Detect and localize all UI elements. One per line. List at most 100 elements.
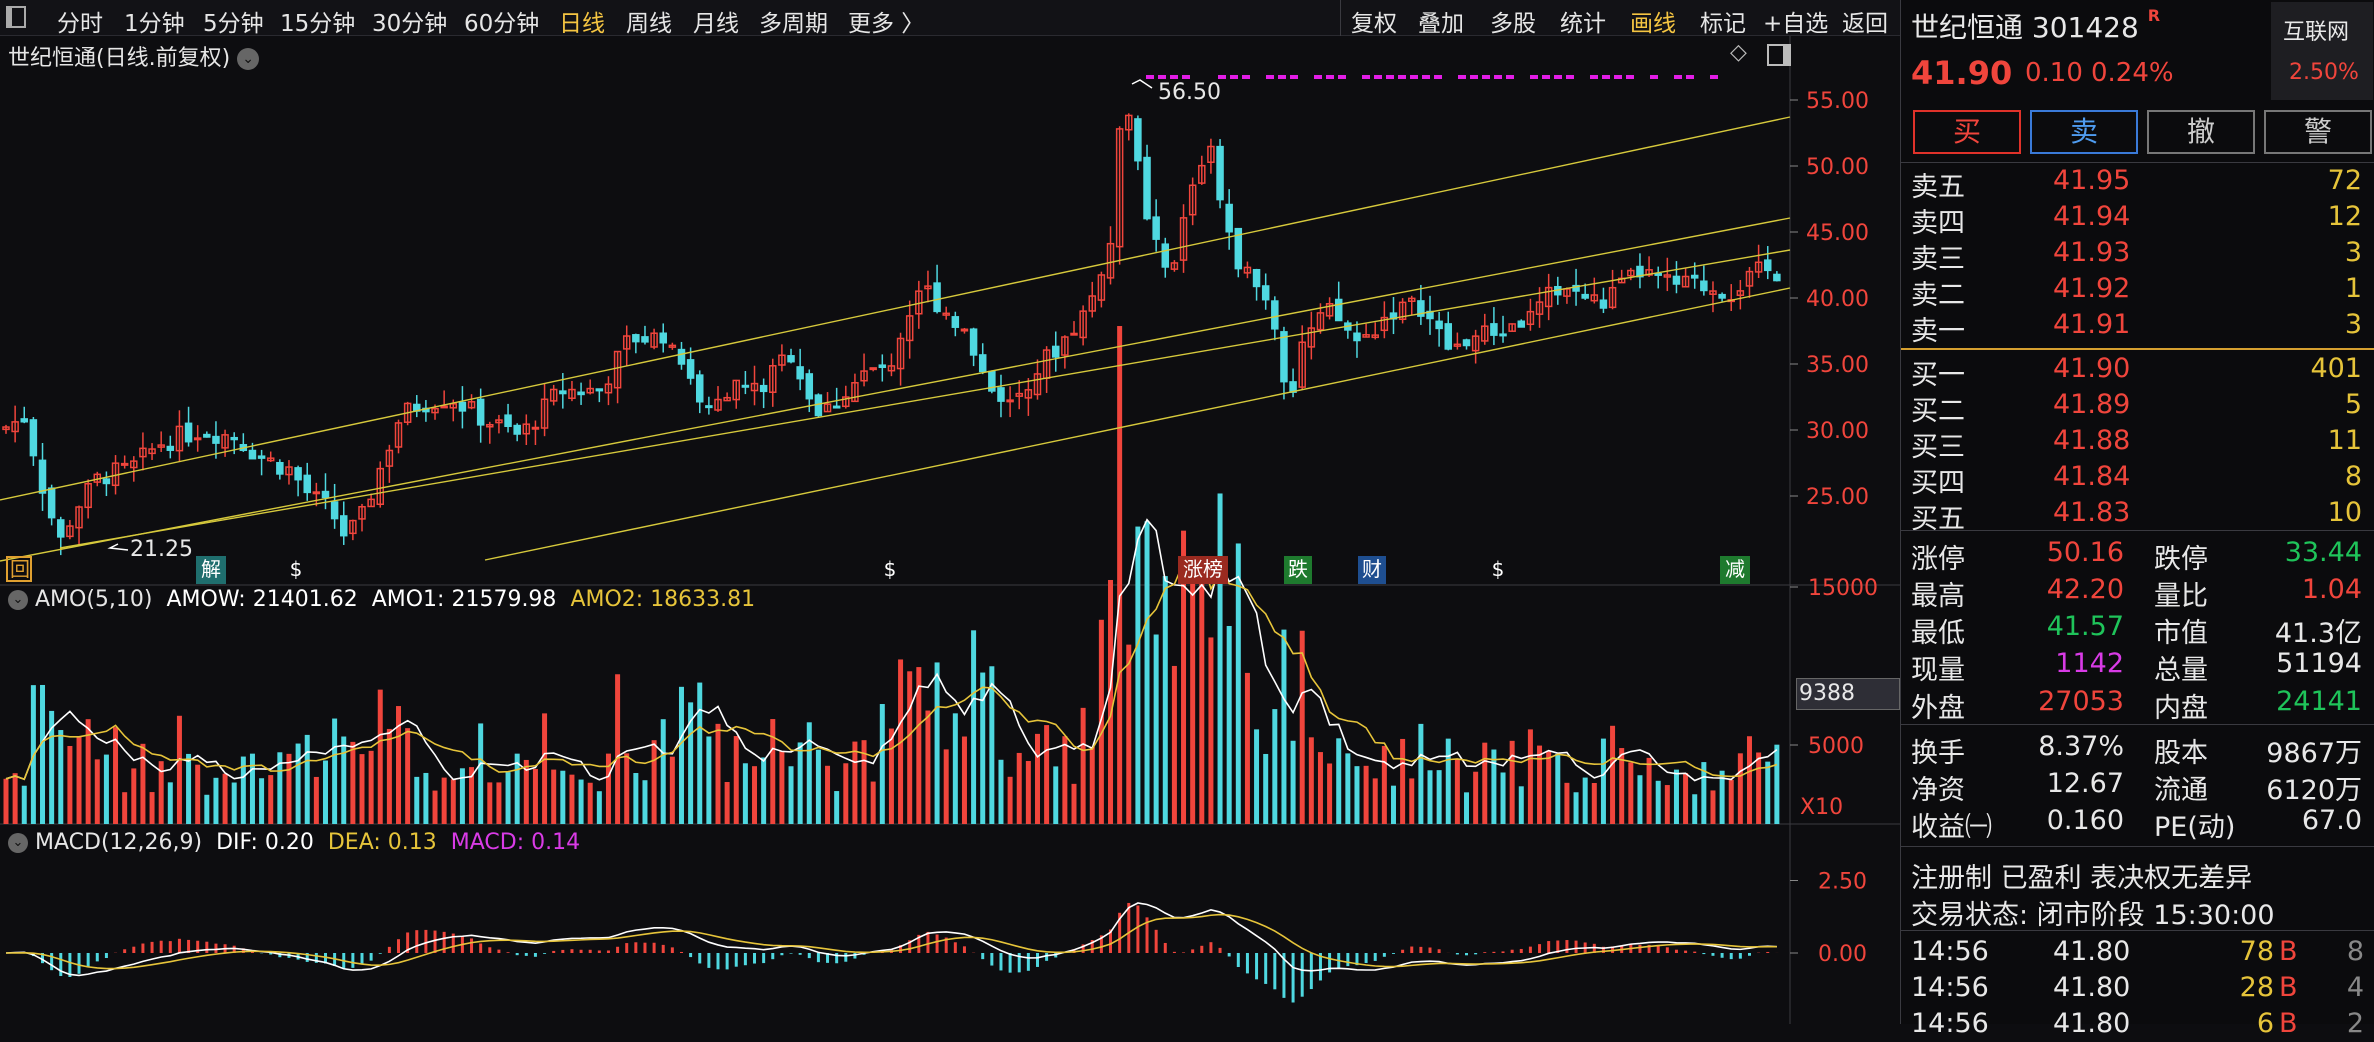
candle-body <box>568 388 576 400</box>
candle-body <box>1700 280 1708 292</box>
draw-line-button[interactable]: 画线 <box>1630 11 1676 37</box>
tab-60min[interactable]: 60分钟 <box>464 11 540 37</box>
candle-body <box>230 436 238 441</box>
volume-bar <box>1290 740 1296 824</box>
tab-fenshi[interactable]: 分时 <box>57 11 103 37</box>
sell-button[interactable]: 卖 <box>2030 110 2138 154</box>
candle-body <box>586 387 594 394</box>
tab-more[interactable]: 更多 〉 <box>848 11 925 37</box>
fuquan-button[interactable]: 复权 <box>1351 11 1397 37</box>
event-marker-die[interactable]: 跌 <box>1284 556 1312 584</box>
add-watchlist-button[interactable]: +自选 <box>1763 11 1829 37</box>
volume-bar <box>1244 672 1250 824</box>
window-icon[interactable] <box>6 6 26 28</box>
diamond-icon[interactable]: ◇ <box>1730 40 1747 65</box>
amo-legend: ⌄ AMO(5,10) AMOW: 21401.62 AMO1: 21579.9… <box>8 587 755 612</box>
volume-bar <box>870 781 876 824</box>
volume-bar <box>1628 762 1634 824</box>
candle-body <box>814 394 823 417</box>
volume-bar <box>149 792 155 824</box>
event-marker-dollar-2[interactable]: $ <box>883 557 897 581</box>
signal-dot <box>1686 75 1694 79</box>
candle-body <box>221 434 229 449</box>
volume-bar <box>1637 775 1643 824</box>
event-marker-hui[interactable]: 回 <box>6 556 32 582</box>
cancel-order-button[interactable]: 撤 <box>2147 110 2255 154</box>
event-marker-jian[interactable]: 减 <box>1720 556 1750 584</box>
tab-multi-period[interactable]: 多周期 <box>759 11 828 37</box>
tab-weekly[interactable]: 周线 <box>626 11 672 37</box>
alert-button[interactable]: 警 <box>2264 110 2372 154</box>
candle-body <box>148 448 156 455</box>
volume-bar <box>1199 583 1205 824</box>
event-marker-dollar-1[interactable]: $ <box>289 557 303 581</box>
volume-bar <box>688 702 694 824</box>
buy-button[interactable]: 买 <box>1913 110 2021 154</box>
candle-body <box>385 449 394 467</box>
volume-bar <box>779 750 785 824</box>
volume-bar <box>1664 785 1670 824</box>
signal-dot <box>1530 75 1538 79</box>
tab-monthly[interactable]: 月线 <box>693 11 739 37</box>
trend-channel-line <box>0 116 1791 501</box>
signal-dot <box>1542 75 1550 79</box>
statistics-button[interactable]: 统计 <box>1560 11 1606 37</box>
chevron-down-icon[interactable]: ⌄ <box>8 590 28 610</box>
volume-bar <box>359 754 365 824</box>
candle-body <box>1417 300 1425 317</box>
signal-dot <box>1602 75 1610 79</box>
back-button[interactable]: 返回 <box>1842 11 1888 37</box>
candle-body <box>1481 325 1489 342</box>
event-marker-zhangbang[interactable]: 涨榜 <box>1178 556 1228 584</box>
signal-dot <box>1506 75 1514 79</box>
candle-body <box>677 348 686 365</box>
panel-layout-icon[interactable] <box>1767 44 1791 66</box>
tab-5min[interactable]: 5分钟 <box>203 11 264 37</box>
candle-body <box>887 365 896 372</box>
multi-stock-button[interactable]: 多股 <box>1490 11 1536 37</box>
volume-bar <box>222 773 228 824</box>
candle-body <box>1106 242 1115 279</box>
volume-bar <box>1756 752 1762 824</box>
level-volume: 10 <box>2327 497 2362 528</box>
chart-title: 世纪恒通(日线.前复权) ⌄ <box>8 40 260 72</box>
volume-bar <box>122 792 128 824</box>
tab-daily[interactable]: 日线 <box>559 11 605 37</box>
candle-body <box>29 419 38 457</box>
candle-body <box>559 390 567 395</box>
volume-bar <box>140 743 146 824</box>
mark-button[interactable]: 标记 <box>1700 11 1746 37</box>
signal-dot <box>1158 75 1166 79</box>
overlay-button[interactable]: 叠加 <box>1418 11 1464 37</box>
price-tick-label: 35.00 <box>1806 353 1869 378</box>
event-marker-jie[interactable]: 解 <box>196 556 226 584</box>
tab-15min[interactable]: 15分钟 <box>280 11 356 37</box>
tab-1min[interactable]: 1分钟 <box>124 11 185 37</box>
chevron-down-icon[interactable]: ⌄ <box>237 48 260 70</box>
candle-body <box>1627 269 1635 277</box>
signal-dot <box>1362 75 1370 79</box>
volume-bar <box>934 662 940 824</box>
amo-cursor-value: 9388 <box>1796 678 1900 710</box>
candle-body <box>1590 294 1599 302</box>
chevron-down-icon[interactable]: ⌄ <box>8 833 28 853</box>
volume-bar <box>1226 625 1232 824</box>
candle-body <box>851 382 859 403</box>
signal-dot <box>1314 75 1322 79</box>
signal-dot <box>1386 75 1394 79</box>
volume-bar <box>788 766 794 824</box>
sector-box[interactable]: 互联网 2.50% <box>2271 2 2373 100</box>
event-marker-dollar-3[interactable]: $ <box>1491 557 1505 581</box>
signal-dot <box>1146 75 1154 79</box>
macd-dea-line <box>5 913 1777 970</box>
event-marker-cai[interactable]: 财 <box>1358 556 1386 584</box>
amo-tick-label: 5000 <box>1808 734 1864 759</box>
tab-30min[interactable]: 30分钟 <box>372 11 448 37</box>
volume-bar <box>1774 744 1780 824</box>
candle-body <box>1371 334 1379 339</box>
level-label: 卖一 <box>1911 316 1965 347</box>
level-price: 41.89 <box>2053 389 2131 420</box>
kline-chart-area[interactable]: 55.00 50.00 45.00 40.00 35.00 30.00 25.00 15000… <box>0 0 1900 1024</box>
macd-dif-line <box>5 902 1777 977</box>
signal-dot <box>1458 75 1466 79</box>
